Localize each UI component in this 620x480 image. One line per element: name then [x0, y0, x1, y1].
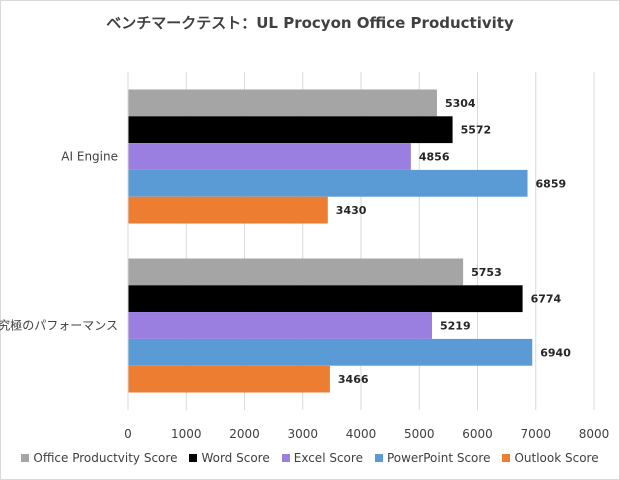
legend-label: Excel Score — [293, 451, 363, 465]
bar — [128, 285, 523, 313]
x-tick-label: 7000 — [520, 427, 551, 441]
legend-swatch — [281, 454, 290, 462]
bar — [128, 143, 411, 170]
data-label: 5219 — [440, 320, 471, 333]
legend-item: PowerPoint Score — [374, 451, 491, 465]
data-label: 6774 — [531, 293, 562, 306]
data-label: 3466 — [338, 373, 369, 386]
legend-item: Office Productvity Score — [21, 451, 177, 465]
x-tick-label: 6000 — [462, 427, 493, 441]
x-tick-label: 1000 — [171, 427, 202, 441]
legend-label: PowerPoint Score — [386, 451, 491, 465]
legend-swatch — [502, 454, 511, 462]
legend-swatch — [374, 454, 383, 462]
legend-label: Office Productvity Score — [33, 451, 178, 465]
x-tick-label: 3000 — [287, 427, 318, 441]
bar — [128, 169, 528, 197]
legend-label: Word Score — [201, 451, 270, 465]
chart-title: ベンチマークテスト：UL Procyon Office Productivity — [106, 14, 514, 32]
x-tick-label: 0 — [124, 427, 132, 441]
x-tick-label: 2000 — [229, 427, 260, 441]
category-label: 究極のパフォーマンス — [0, 318, 118, 333]
legend-label: Outlook Score — [514, 451, 599, 465]
x-tick-label: 4000 — [346, 427, 377, 441]
x-tick-label: 8000 — [579, 427, 610, 441]
data-label: 5304 — [445, 97, 476, 110]
data-label: 5572 — [461, 124, 492, 137]
data-label: 5753 — [471, 266, 502, 279]
bar — [128, 258, 464, 286]
chart-legend: Office Productvity Score Word Score Excel … — [0, 451, 620, 465]
legend-item: Outlook Score — [502, 451, 599, 465]
legend-item: Word Score — [189, 451, 270, 465]
bar — [128, 338, 533, 366]
bar — [128, 365, 330, 393]
category-label: AI Engine — [61, 150, 118, 164]
data-label: 4856 — [419, 151, 450, 164]
bar — [128, 116, 453, 144]
data-label: 3430 — [336, 204, 367, 217]
bar — [128, 312, 433, 339]
data-label: 6940 — [540, 346, 571, 359]
legend-swatch — [189, 454, 198, 462]
legend-item: Excel Score — [281, 451, 363, 465]
x-tick-label: 5000 — [404, 427, 435, 441]
bar — [128, 89, 437, 117]
bar — [128, 196, 328, 224]
data-label: 6859 — [536, 177, 567, 190]
legend-swatch — [21, 454, 30, 462]
